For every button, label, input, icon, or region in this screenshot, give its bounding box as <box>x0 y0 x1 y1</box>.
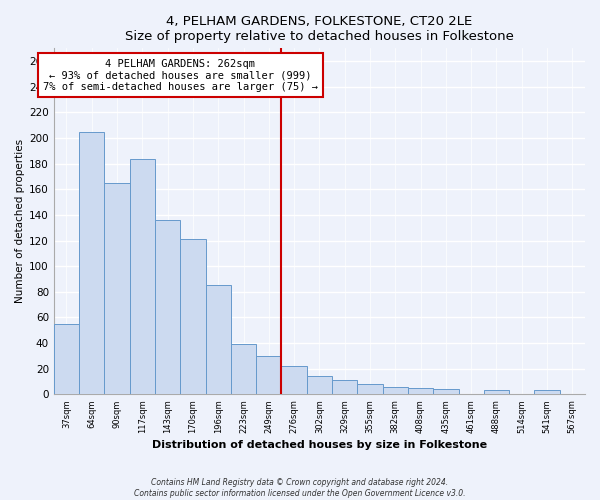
Bar <box>180 240 206 394</box>
Bar <box>307 376 332 394</box>
Bar <box>358 384 383 394</box>
Y-axis label: Number of detached properties: Number of detached properties <box>15 140 25 304</box>
Bar <box>256 356 281 395</box>
Text: 4 PELHAM GARDENS: 262sqm
← 93% of detached houses are smaller (999)
7% of semi-d: 4 PELHAM GARDENS: 262sqm ← 93% of detach… <box>43 58 318 92</box>
Bar <box>484 390 509 394</box>
Bar <box>206 286 231 395</box>
Bar <box>535 390 560 394</box>
Bar <box>231 344 256 395</box>
X-axis label: Distribution of detached houses by size in Folkestone: Distribution of detached houses by size … <box>152 440 487 450</box>
Bar <box>54 324 79 394</box>
Title: 4, PELHAM GARDENS, FOLKESTONE, CT20 2LE
Size of property relative to detached ho: 4, PELHAM GARDENS, FOLKESTONE, CT20 2LE … <box>125 15 514 43</box>
Bar <box>79 132 104 394</box>
Bar <box>104 183 130 394</box>
Text: Contains HM Land Registry data © Crown copyright and database right 2024.
Contai: Contains HM Land Registry data © Crown c… <box>134 478 466 498</box>
Bar <box>130 158 155 394</box>
Bar <box>433 389 458 394</box>
Bar <box>408 388 433 394</box>
Bar <box>155 220 180 394</box>
Bar <box>332 380 358 394</box>
Bar <box>281 366 307 394</box>
Bar <box>383 386 408 394</box>
